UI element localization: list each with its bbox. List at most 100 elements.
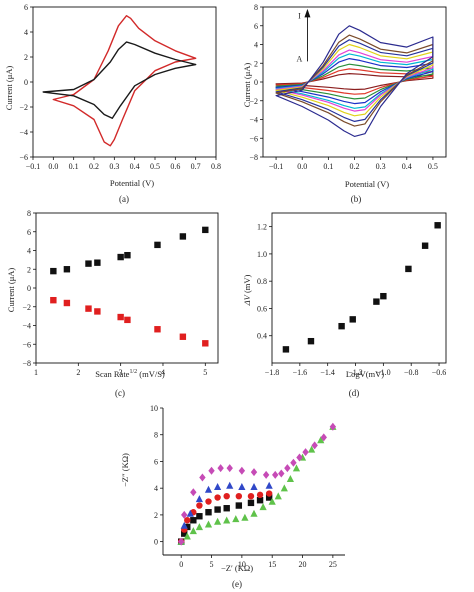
data-point-e-4 — [296, 453, 303, 462]
data-point-e-1 — [256, 491, 264, 499]
xlabel-e: −Z′ (KΩ) — [221, 563, 253, 573]
xlabel-c-unit: (mV/S) — [137, 369, 165, 379]
data-point-d-0 — [282, 346, 290, 353]
data-point-e-4 — [217, 464, 224, 473]
panel-d: ΔV (mV) LogV(mV) (d) −1.8 −1.6 −1.4 −1.2 −1.… — [242, 212, 447, 398]
caption-b: (b) — [351, 194, 362, 204]
data-point-c-0 — [117, 253, 124, 261]
cv-loop-a-1 — [42, 41, 197, 120]
data-point-e-4 — [238, 466, 246, 475]
ylabel-d: ΔV (mV) — [242, 274, 252, 306]
y-tick-label-c: 8 — [27, 209, 31, 218]
plot-frame-b — [262, 6, 447, 158]
y-tick-label-b: 4 — [254, 41, 258, 50]
data-point-e-3 — [214, 517, 222, 525]
data-point-e-1 — [214, 494, 221, 501]
xlabel-b: Potential (V) — [345, 179, 389, 189]
y-tick-label-e: 4 — [154, 484, 158, 493]
data-point-e-4 — [284, 464, 291, 473]
y-tick-label-b: −2 — [249, 97, 258, 106]
y-tick-label-a: 6 — [24, 3, 28, 12]
y-tick-label-c: −4 — [22, 322, 31, 331]
data-point-c-1 — [94, 308, 101, 315]
x-tick-label-e: 10 — [238, 560, 246, 569]
data-point-e-0 — [181, 530, 188, 537]
y-tick-label-b: 2 — [254, 59, 258, 68]
cv-loop-b-9 — [275, 25, 434, 137]
x-tick-label-d: −1.6 — [293, 368, 308, 377]
data-point-e-2 — [180, 521, 188, 529]
data-point-e-0 — [265, 494, 273, 501]
xlabel-c-main: Scan Rate — [95, 369, 129, 379]
caption-d: (d) — [349, 388, 360, 398]
data-point-e-0 — [184, 523, 191, 531]
caption-a: (a) — [119, 194, 129, 204]
ylabel-d-main: ΔV — [242, 293, 252, 306]
data-point-e-0 — [196, 513, 203, 520]
panel-e: −Z″ (KΩ) −Z′ (KΩ) (e) 0 5 10 15 20 25 0 2 4 6 8 10 — [120, 404, 345, 589]
y-tick-label-c: −8 — [22, 359, 31, 368]
x-tick-label-e: 20 — [299, 560, 307, 569]
x-tick-label-e: 0 — [179, 560, 183, 569]
y-tick-label-d: 0.8 — [257, 277, 267, 286]
data-point-e-3 — [280, 484, 288, 492]
xlabel-a: Potential (V) — [110, 178, 154, 188]
y-tick-label-b: 8 — [254, 3, 258, 12]
data-point-d-0 — [380, 292, 387, 300]
data-point-e-3 — [274, 492, 282, 500]
y-tick-label-d: 0.6 — [257, 304, 267, 313]
data-point-d-0 — [373, 298, 380, 305]
x-tick-label-a: 0.7 — [191, 162, 201, 171]
y-tick-label-a: −6 — [19, 153, 28, 162]
x-tick-label-a: 0.0 — [48, 162, 58, 171]
data-point-e-0 — [256, 497, 264, 504]
data-point-e-3 — [250, 509, 258, 517]
y-tick-label-c: 0 — [27, 284, 31, 293]
data-point-e-4 — [311, 441, 318, 450]
y-tick-label-e: 2 — [154, 511, 158, 520]
x-tick-label-c: 2 — [76, 368, 80, 377]
xlabel-d: LogV(mV) — [346, 369, 384, 379]
x-tick-label-d: −1.2 — [348, 368, 363, 377]
data-point-e-3 — [232, 515, 240, 523]
data-point-e-4 — [290, 458, 297, 467]
data-point-c-0 — [85, 260, 92, 267]
x-tick-label-a: 0.4 — [130, 162, 140, 171]
x-tick-label-e: 15 — [268, 560, 276, 569]
y-tick-label-e: 10 — [150, 404, 158, 413]
data-point-e-4 — [181, 510, 188, 519]
x-tick-label-d: −1.4 — [320, 368, 335, 377]
plot-frame-a — [32, 6, 217, 158]
data-point-c-0 — [202, 226, 209, 234]
data-point-c-1 — [50, 296, 57, 304]
data-point-c-0 — [154, 241, 161, 249]
data-point-c-0 — [63, 266, 71, 273]
data-point-c-0 — [50, 267, 57, 275]
y-tick-label-a: −2 — [19, 103, 28, 112]
y-tick-label-b: 6 — [254, 22, 258, 31]
x-tick-label-a: 0.5 — [150, 162, 160, 171]
plot-frame-d — [271, 212, 447, 364]
data-point-d-0 — [421, 242, 429, 249]
data-point-e-2 — [214, 483, 222, 491]
data-point-d-0 — [405, 265, 412, 273]
y-tick-label-c: 4 — [27, 247, 31, 256]
data-point-e-1 — [196, 502, 203, 509]
x-tick-label-a: 0.8 — [211, 162, 221, 171]
ylabel-e: −Z″ (KΩ) — [120, 453, 130, 487]
x-tick-label-d: −0.8 — [404, 368, 419, 377]
data-point-e-2 — [226, 481, 234, 489]
caption-c: (c) — [115, 388, 125, 398]
y-tick-label-a: −4 — [19, 128, 28, 137]
data-point-e-1 — [247, 493, 255, 500]
data-point-e-0 — [223, 505, 230, 512]
data-point-e-2 — [186, 509, 194, 517]
data-point-e-4 — [320, 433, 327, 442]
y-tick-label-d: 1.0 — [257, 250, 267, 259]
data-point-e-2 — [265, 481, 273, 489]
x-tick-label-a: 0.6 — [170, 162, 180, 171]
data-point-e-4 — [278, 469, 285, 478]
x-tick-label-b: 0.1 — [323, 162, 333, 171]
data-point-c-1 — [63, 299, 71, 307]
y-tick-label-e: 0 — [154, 538, 158, 547]
